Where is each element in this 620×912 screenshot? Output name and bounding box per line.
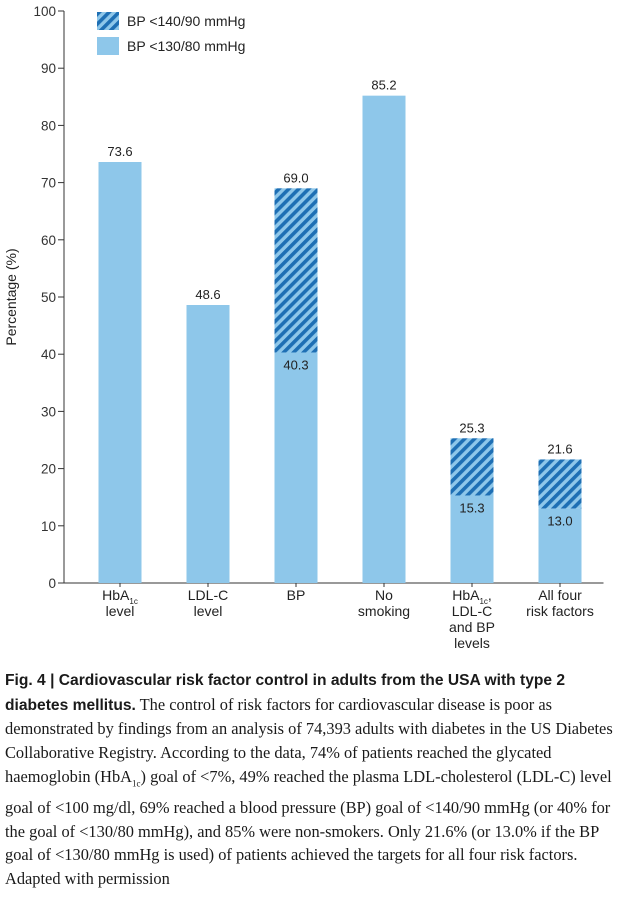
legend-swatch-solid	[97, 37, 119, 55]
caption-text-part-1: The control of risk factors for cardiova…	[5, 694, 613, 786]
data-label-bp-140-90: 69.0	[283, 170, 308, 185]
caption-figure-number: Fig. 4	[5, 672, 46, 689]
caption-subscript: 1c	[132, 778, 141, 789]
bar-bp-130-80	[186, 305, 230, 583]
bar-bp-130-80	[450, 495, 494, 583]
y-tick-label: 50	[41, 290, 56, 305]
y-axis-title: Percentage (%)	[3, 248, 19, 345]
x-tick-label: levels	[454, 635, 490, 651]
y-tick-label: 70	[41, 176, 56, 191]
legend-label: BP <130/80 mmHg	[127, 38, 245, 54]
x-tick-label: LDL-C	[452, 603, 492, 619]
bar-chart: 0 10 20 30 40 50 60 70 80 90 100 Percentage (%) 73.…	[3, 4, 604, 651]
chart-canvas: 0 10 20 30 40 50 60 70 80 90 100 Percentage (%) 73.…	[3, 4, 604, 651]
legend-swatch-hatched	[97, 12, 119, 30]
y-tick-label: 80	[41, 118, 56, 133]
figure-caption: Fig. 4 | Cardiovascular risk factor cont…	[5, 668, 617, 891]
data-label-bp-140-90: 25.3	[459, 420, 484, 435]
data-label-bp-130-80: 48.6	[195, 287, 220, 302]
data-label-bp-130-80: 15.3	[459, 500, 484, 515]
x-tick-label: smoking	[358, 603, 410, 619]
bar-bp-130-80	[274, 352, 318, 583]
y-tick-label: 20	[41, 462, 56, 477]
y-tick-label: 40	[41, 347, 56, 362]
data-label-bp-130-80: 73.6	[107, 144, 132, 159]
bar-bp-130-80	[362, 95, 406, 583]
legend-label: BP <140/90 mmHg	[127, 13, 245, 29]
y-tick-label: 90	[41, 61, 56, 76]
data-label-bp-140-90: 21.6	[547, 441, 572, 456]
y-tick-label: 60	[41, 233, 56, 248]
bar-bp-130-80	[538, 508, 582, 583]
caption-text-part-2: ) goal of <7%, 49% reached the plasma LD…	[5, 766, 612, 888]
data-label-bp-130-80: 13.0	[547, 514, 572, 529]
x-tick-label: HbA1c,	[452, 587, 492, 606]
x-tick-label: All four	[538, 587, 582, 603]
x-tick-label: HbA1c	[102, 587, 138, 606]
x-tick-label: No	[375, 587, 393, 603]
y-tick-label: 30	[41, 404, 56, 419]
y-tick-label: 10	[41, 519, 56, 534]
x-tick-label: and BP	[449, 619, 495, 635]
bar-bp-140-90	[538, 459, 582, 509]
x-tick-label: level	[194, 603, 223, 619]
data-label-bp-130-80: 85.2	[371, 78, 396, 93]
caption-title: Cardiovascular risk factor control in ad…	[5, 672, 566, 714]
y-tick-label: 100	[33, 4, 56, 19]
bar-bp-140-90	[274, 188, 318, 353]
data-label-bp-130-80: 40.3	[283, 357, 308, 372]
caption-separator: |	[45, 672, 59, 689]
x-tick-label: risk factors	[526, 603, 594, 619]
bar-bp-140-90	[450, 438, 494, 496]
y-tick-label: 0	[48, 576, 56, 591]
x-tick-label: BP	[287, 587, 306, 603]
x-tick-label: level	[106, 603, 135, 619]
bar-bp-130-80	[98, 162, 142, 583]
x-tick-label: LDL-C	[188, 587, 228, 603]
